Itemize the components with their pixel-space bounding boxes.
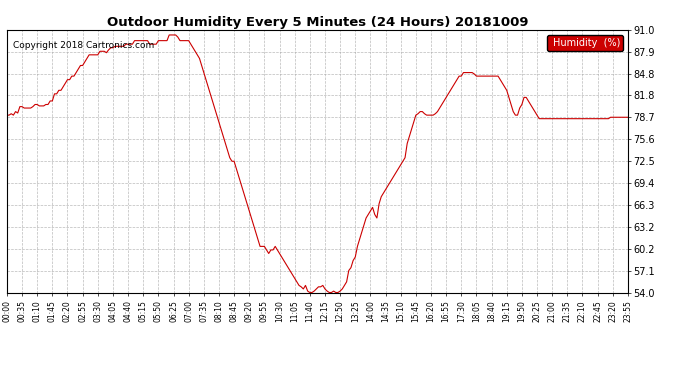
Text: Copyright 2018 Cartronics.com: Copyright 2018 Cartronics.com [13,40,155,50]
Title: Outdoor Humidity Every 5 Minutes (24 Hours) 20181009: Outdoor Humidity Every 5 Minutes (24 Hou… [107,16,528,29]
Legend: Humidity  (%): Humidity (%) [547,35,623,51]
